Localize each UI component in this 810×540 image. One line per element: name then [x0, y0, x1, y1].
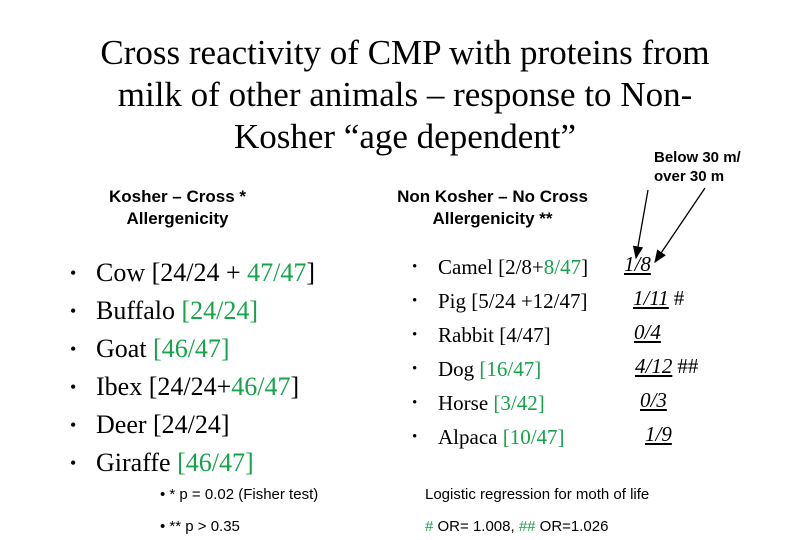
age-ratio-value: 4/12	[635, 354, 673, 378]
count-close: ]	[306, 258, 316, 287]
bullet-icon: •	[70, 339, 77, 359]
animal-name: Pig	[438, 289, 467, 313]
odds-ratio-line: # OR= 1.008, ## OR=1.026	[425, 518, 608, 536]
nonkosher-header: Non Kosher – No Cross Allergenicity **	[355, 186, 630, 230]
count-plain: [24/24 +	[151, 258, 248, 287]
list-item: • Horse [3/42]	[412, 386, 588, 420]
count-close: ]	[581, 255, 589, 279]
bullet-icon: •	[70, 453, 77, 473]
nonkosher-animal-list: • Camel [2/8+8/47] • Pig [5/24 +12/47] • Rabb…	[412, 250, 588, 454]
bullet-icon: •	[412, 259, 418, 275]
count-close: ]	[290, 372, 300, 401]
animal-name: Goat	[96, 334, 147, 363]
animal-name: Giraffe	[96, 448, 171, 477]
regression-note: Logistic regression for moth of life	[425, 486, 650, 503]
kosher-header-line-1: Kosher – Cross *	[109, 187, 246, 206]
list-item: • Cow [24/24 + 47/47]	[70, 254, 315, 292]
list-item: • Buffalo [24/24]	[70, 292, 315, 330]
bullet-icon: •	[412, 395, 418, 411]
title-line-1: Cross reactivity of CMP with proteins fr…	[100, 33, 710, 72]
or-value-1: OR= 1.008,	[433, 518, 519, 535]
count-plain: [4/47]	[499, 323, 551, 347]
count-green: [16/47]	[479, 357, 542, 381]
bullet-icon: •	[70, 263, 77, 283]
title-line-3: Kosher “age dependent”	[233, 117, 577, 156]
list-item: • Rabbit [4/47]	[412, 318, 588, 352]
count-green: [24/24]	[181, 296, 258, 325]
kosher-p-value: • * p = 0.02 (Fisher test)	[160, 486, 319, 503]
age-ratio: 0/4	[634, 320, 661, 345]
or-double-hash-mark: ##	[518, 518, 536, 535]
nonkosher-p-value: • ** p > 0.35	[160, 518, 240, 535]
animal-name: Rabbit	[438, 323, 494, 347]
slide-title: Cross reactivity of CMP with proteins fr…	[0, 32, 810, 158]
arrow-to-pig-ratio	[654, 187, 706, 264]
animal-name: Ibex	[96, 372, 143, 401]
kosher-header-line-2: Allergenicity	[126, 209, 229, 228]
count-green: [10/47]	[502, 425, 565, 449]
list-item: • Alpaca [10/47]	[412, 420, 588, 454]
bullet-icon: •	[70, 415, 77, 435]
animal-name: Horse	[438, 391, 489, 415]
animal-name: Deer	[96, 410, 147, 439]
animal-name: Camel	[438, 255, 493, 279]
age-note-line-2: over 30 m	[654, 168, 725, 185]
kosher-header: Kosher – Cross * Allergenicity	[60, 186, 295, 230]
kosher-animal-list: • Cow [24/24 + 47/47] • Buffalo [24/24] • Goa…	[70, 254, 315, 482]
count-green: [3/42]	[493, 391, 545, 415]
nonkosher-header-line-2: Allergenicity **	[432, 209, 553, 228]
significance-mark: #	[673, 286, 685, 310]
count-plain: [24/24]	[153, 410, 230, 439]
list-item: • Camel [2/8+8/47]	[412, 250, 588, 284]
count-green: 8/47	[543, 255, 582, 279]
count-green: [46/47]	[153, 334, 230, 363]
age-ratio: 4/12 ##	[635, 354, 698, 379]
count-plain: [5/24 +12/47]	[471, 289, 588, 313]
list-item: • Dog [16/47]	[412, 352, 588, 386]
animal-name: Buffalo	[96, 296, 175, 325]
list-item: • Giraffe [46/47]	[70, 444, 315, 482]
count-green: [46/47]	[177, 448, 254, 477]
count-green: 46/47	[231, 372, 291, 401]
bullet-icon: •	[412, 361, 418, 377]
significance-mark: ##	[677, 354, 699, 378]
age-ratio: 1/8	[624, 252, 651, 277]
or-value-2: OR=1.026	[535, 518, 609, 535]
list-item: • Deer [24/24]	[70, 406, 315, 444]
age-ratio-value: 0/4	[634, 320, 661, 344]
age-ratio: 0/3	[640, 388, 667, 413]
list-item: • Goat [46/47]	[70, 330, 315, 368]
bullet-icon: •	[70, 377, 77, 397]
count-green: 47/47	[247, 258, 307, 287]
title-line-2: milk of other animals – response to Non-	[117, 75, 693, 114]
age-ratio-value: 1/8	[624, 252, 651, 276]
count-plain: [2/8+	[498, 255, 544, 279]
age-ratio-value: 0/3	[640, 388, 667, 412]
bullet-icon: •	[412, 429, 418, 445]
nonkosher-header-line-1: Non Kosher – No Cross	[397, 187, 588, 206]
arrow-to-camel-ratio	[632, 189, 649, 260]
bullet-icon: •	[412, 327, 418, 343]
or-hash-mark: #	[425, 518, 434, 535]
bullet-icon: •	[70, 301, 77, 321]
animal-name: Alpaca	[438, 425, 498, 449]
age-ratio: 1/11 #	[633, 286, 684, 311]
age-note-line-1: Below 30 m/	[654, 149, 741, 166]
age-ratio-value: 1/11	[633, 286, 669, 310]
count-plain: [24/24+	[148, 372, 232, 401]
list-item: • Pig [5/24 +12/47]	[412, 284, 588, 318]
animal-name: Dog	[438, 357, 475, 381]
animal-name: Cow	[96, 258, 146, 287]
age-note: Below 30 m/ over 30 m	[654, 148, 741, 186]
list-item: • Ibex [24/24+46/47]	[70, 368, 315, 406]
bullet-icon: •	[412, 293, 418, 309]
age-ratio-value: 1/9	[645, 422, 672, 446]
age-ratio: 1/9	[645, 422, 672, 447]
